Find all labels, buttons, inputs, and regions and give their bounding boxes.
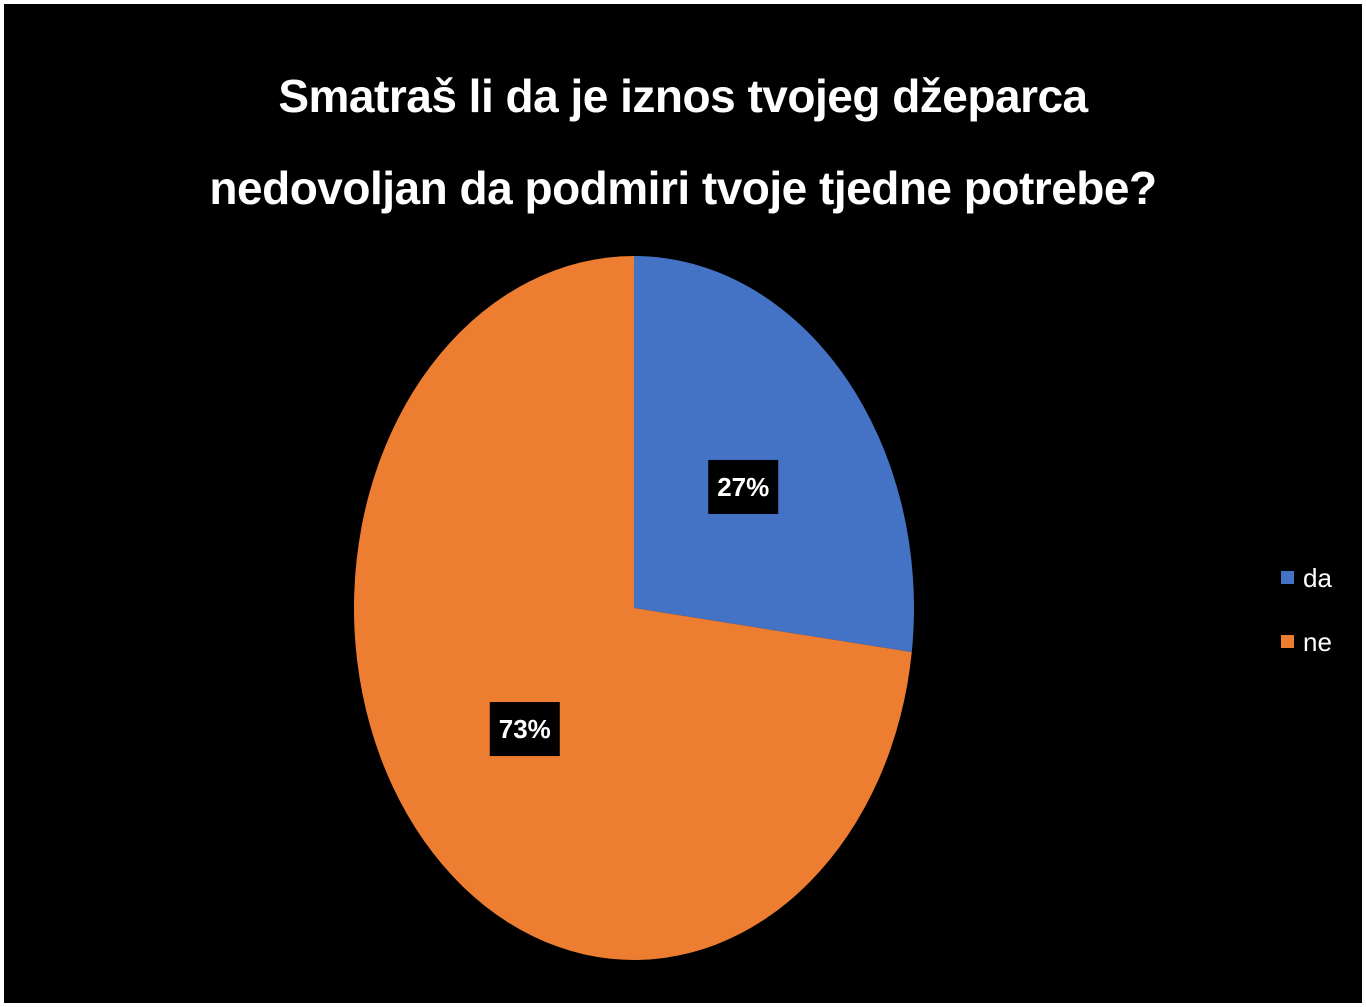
legend-swatch-ne xyxy=(1281,635,1294,648)
legend-label-da: da xyxy=(1303,563,1332,593)
data-label-box xyxy=(489,702,560,757)
legend: da ne xyxy=(1281,563,1332,657)
pie-slice-ne xyxy=(353,256,912,961)
chart-title-line-1: Smatraš li da je iznos tvojeg džeparca xyxy=(278,70,1088,122)
data-label-ne: 73% xyxy=(489,702,560,757)
data-label-box xyxy=(708,459,779,514)
legend-label-ne: ne xyxy=(1303,627,1332,657)
chart-title: Smatraš li da je iznos tvojeg džeparca n… xyxy=(0,50,1366,234)
chart-title-line-2: nedovoljan da podmiri tvoje tjedne potre… xyxy=(209,162,1157,214)
data-label-text: 27% xyxy=(717,472,769,502)
data-label-da: 27% xyxy=(708,459,779,514)
pie-slice-da xyxy=(634,256,914,653)
pie-slices xyxy=(353,256,914,961)
data-label-text: 73% xyxy=(499,714,551,744)
pie-data-labels: 27% 73% xyxy=(489,459,779,757)
legend-swatch-da xyxy=(1281,571,1294,584)
